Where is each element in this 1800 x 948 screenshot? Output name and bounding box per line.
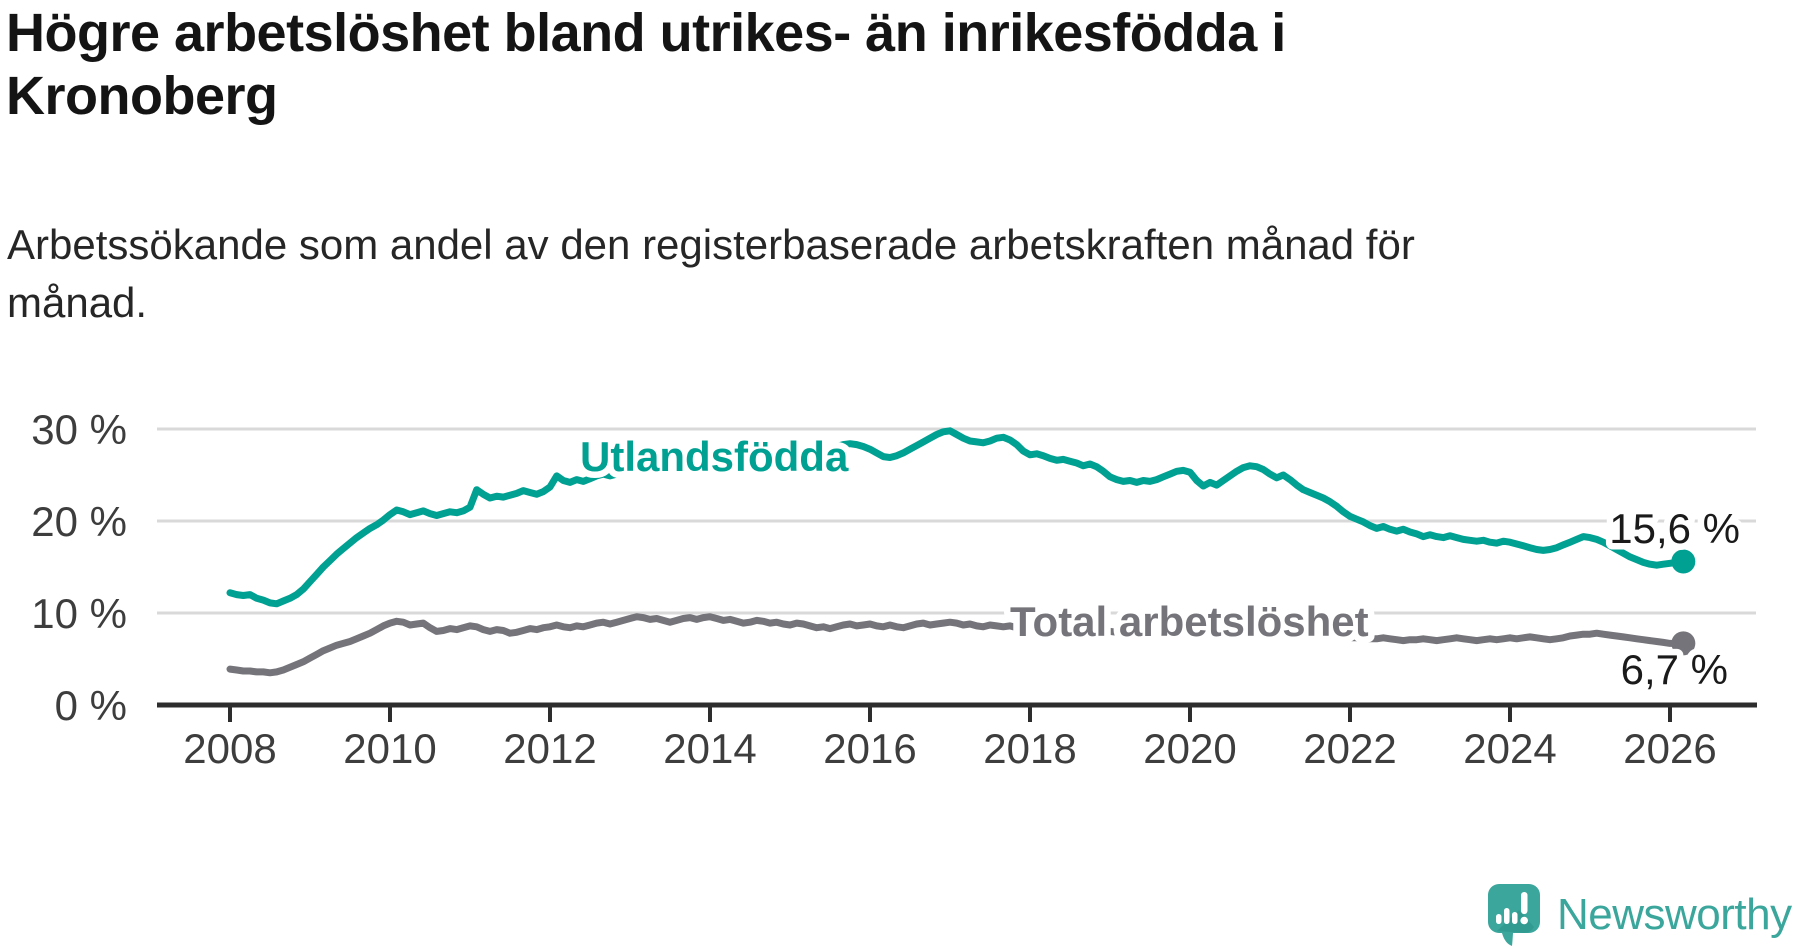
newsworthy-wordmark: Newsworthy — [1557, 890, 1792, 939]
x-axis-tick-label: 2020 — [1143, 725, 1236, 772]
y-axis-tick-label: 10 % — [31, 590, 127, 637]
newsworthy-logo: Newsworthy — [1488, 882, 1792, 948]
x-axis-tick-label: 2026 — [1623, 725, 1716, 772]
series-end-dot-1 — [1671, 549, 1696, 574]
series-end-dot-0 — [1671, 631, 1696, 656]
series-label-1: Utlandsfödda — [580, 433, 849, 480]
y-axis-tick-label: 30 % — [31, 406, 127, 453]
series-line-0 — [226, 612, 1687, 677]
x-axis-tick-label: 2016 — [823, 725, 916, 772]
x-axis-tick-label: 2024 — [1463, 725, 1556, 772]
x-axis-tick-label: 2008 — [183, 725, 276, 772]
y-axis-tick-label: 0 % — [55, 682, 127, 729]
newsworthy-logo-icon — [1488, 884, 1540, 946]
series-label-0: Total arbetslöshet — [1010, 598, 1369, 645]
x-axis-tick-label: 2018 — [983, 725, 1076, 772]
series-end-value-1: 15,6 % — [1609, 505, 1740, 552]
chart-subtitle: Arbetssökande som andel av den registerb… — [7, 216, 1415, 332]
page-title-line1: Högre arbetslöshet bland utrikes- än inr… — [6, 3, 1286, 63]
y-axis-tick-label: 20 % — [31, 498, 127, 545]
x-axis-tick-label: 2022 — [1303, 725, 1396, 772]
series-end-value-0: 6,7 % — [1621, 646, 1728, 693]
x-axis-tick-label: 2014 — [663, 725, 756, 772]
page-title: Högre arbetslöshet bland utrikes- än inr… — [6, 2, 1286, 128]
page-title-line2: Kronoberg — [6, 66, 278, 126]
x-axis-tick-label: 2012 — [503, 725, 596, 772]
chart-subtitle-line2: månad. — [7, 279, 148, 326]
x-axis-tick-label: 2010 — [343, 725, 436, 772]
series-line-1 — [226, 427, 1687, 608]
chart-subtitle-line1: Arbetssökande som andel av den registerb… — [7, 221, 1415, 268]
